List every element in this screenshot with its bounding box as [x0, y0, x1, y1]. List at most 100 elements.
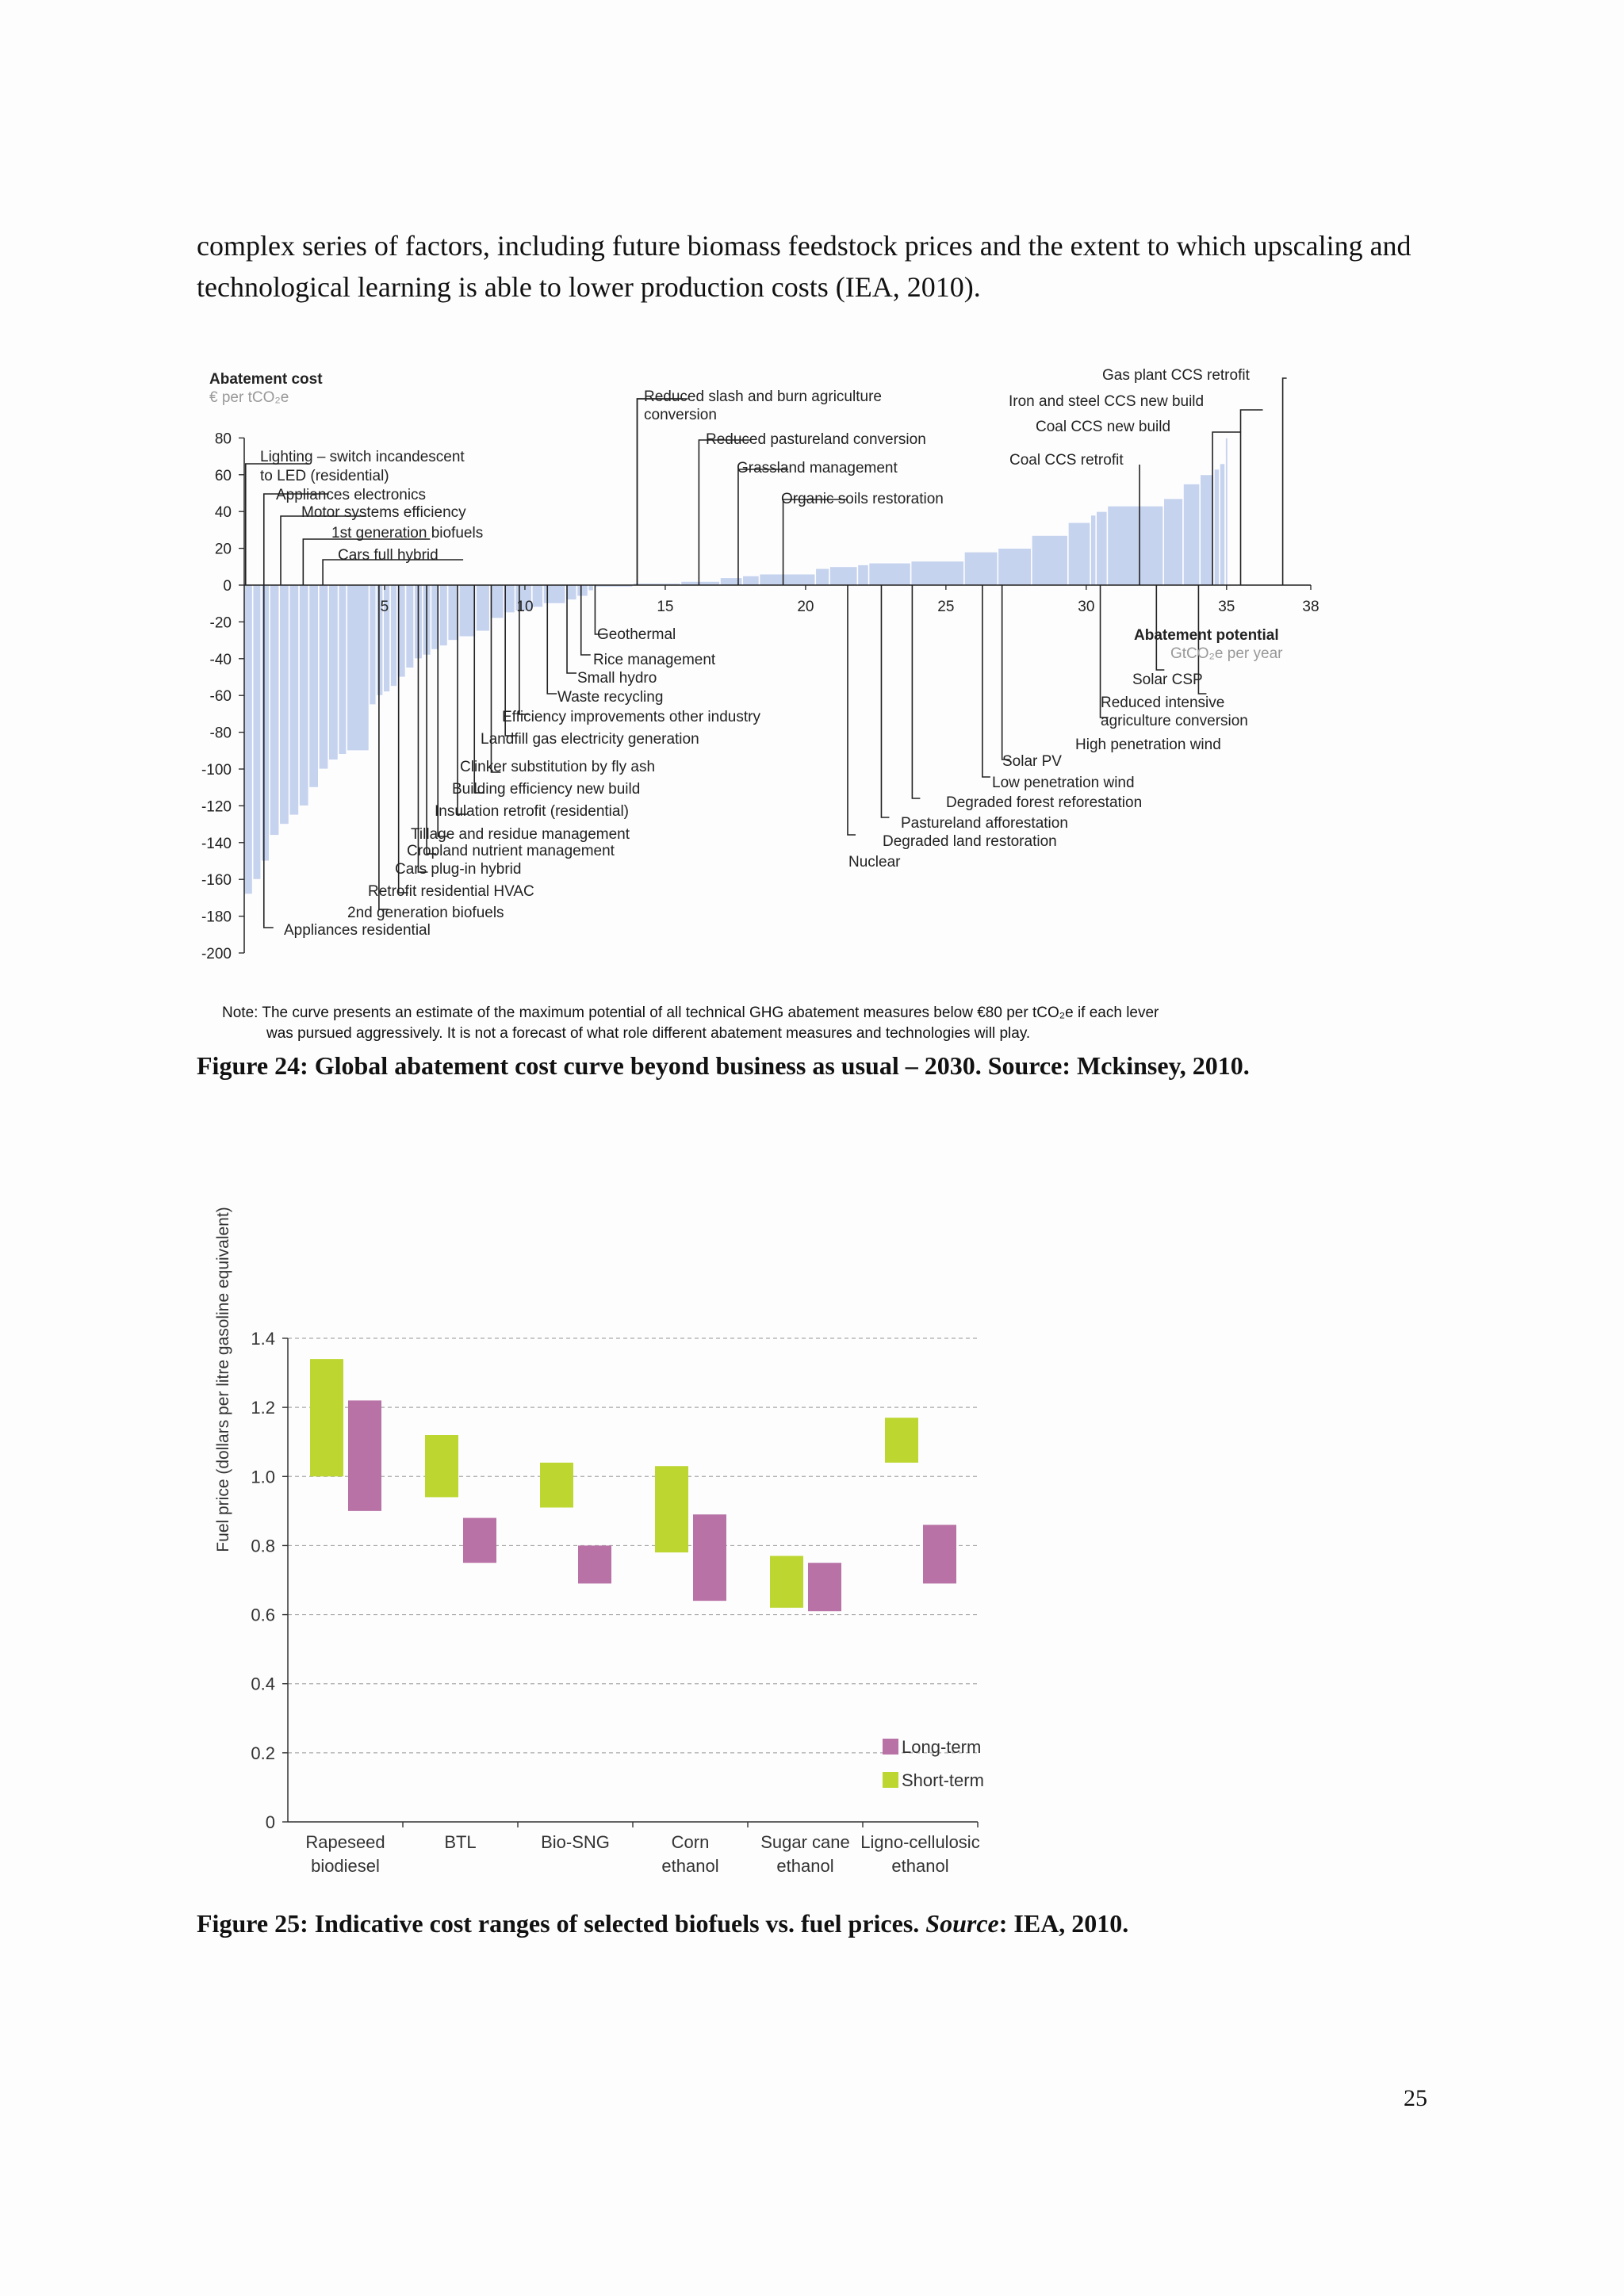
leader-line-29: [1155, 585, 1165, 671]
leader-line-3: [302, 538, 431, 585]
figure-25-caption: Figure 25: Indicative cost ranges of sel…: [197, 1909, 1128, 1938]
curve-label-bottom-12: Retrofit residential HVAC: [368, 883, 534, 900]
leader-line-23: [437, 585, 448, 837]
category-label-5-1: ethanol: [891, 1856, 948, 1876]
curve-label-bottom-8: Insulation retrofit (residential): [435, 803, 629, 820]
range-bar-short-term-4: [770, 1556, 803, 1608]
y-axis-title: Abatement cost: [209, 371, 323, 388]
leader-line-1: [262, 493, 329, 585]
curve-label-bottom-24: Nuclear: [848, 854, 901, 871]
leader-line-25: [417, 585, 428, 873]
curve-bar-46: [1031, 534, 1068, 586]
curve-bar-5: [289, 584, 300, 816]
y-tick-label-3: 0.6: [251, 1605, 275, 1625]
curve-bar-12: [369, 584, 377, 706]
curve-label-top-4: 1st generation biofuels: [331, 525, 483, 541]
curve-label-top-0: Lighting – switch incandescent: [260, 449, 465, 465]
curve-bar-6: [299, 584, 309, 806]
y-tick-label-1: 0.2: [251, 1743, 275, 1763]
y-tick-label--60: -60: [210, 688, 232, 705]
curve-bar-56: [1225, 438, 1228, 586]
y-tick-label--160: -160: [201, 872, 232, 889]
curve-bar-23: [458, 584, 477, 637]
leader-line-12: [1212, 431, 1241, 585]
curve-label-top-6: Reduced slash and burn agriculture: [644, 388, 882, 405]
curve-label-top-14: Coal CCS retrofit: [1009, 452, 1124, 469]
range-bar-short-term-2: [540, 1462, 573, 1508]
y-tick-label-40: 40: [215, 504, 232, 521]
y-tick-label--180: -180: [201, 909, 232, 926]
category-label-2-0: Bio-SNG: [541, 1832, 610, 1852]
curve-bar-52: [1182, 483, 1201, 586]
leader-line-35: [880, 585, 890, 818]
leader-line-7: [698, 439, 751, 585]
range-bar-short-term-3: [655, 1466, 688, 1553]
curve-bar-37: [742, 575, 760, 586]
curve-bar-50: [1107, 505, 1164, 586]
curve-label-bottom-19: Solar PV: [1002, 753, 1062, 770]
curve-bar-41: [857, 564, 869, 586]
curve-label-bottom-10: Cropland nutrient management: [407, 843, 615, 859]
leader-line-6: [636, 398, 688, 585]
range-bar-long-term-0: [348, 1400, 381, 1511]
curve-bar-2: [261, 584, 270, 862]
figure-24-caption: Figure 24: Global abatement cost curve b…: [197, 1051, 1250, 1080]
x-axis-title: Abatement potential: [1134, 627, 1279, 644]
y-tick-label-20: 20: [215, 541, 232, 558]
range-bar-short-term-0: [310, 1359, 343, 1477]
category-label-0-0: Rapeseed: [305, 1832, 385, 1852]
page-number: 25: [1404, 2085, 1427, 2111]
leader-line-30: [1197, 585, 1207, 695]
curve-label-top-7: conversion: [644, 407, 717, 423]
legend-label-long-term: Long-term: [902, 1737, 981, 1757]
note-line-1: Note: The curve presents an estimate of …: [222, 1004, 1159, 1021]
y-tick-label-0: 0: [223, 578, 232, 595]
range-bar-long-term-2: [578, 1545, 611, 1584]
range-bar-long-term-1: [463, 1517, 496, 1563]
curve-bar-17: [405, 584, 415, 668]
leader-line-0: [244, 463, 309, 585]
curve-label-bottom-0: Geothermal: [597, 626, 676, 643]
curve-label-top-5: Cars full hybrid: [338, 547, 439, 564]
y-tick-label--120: -120: [201, 798, 232, 815]
y-tick-label-7: 1.4: [251, 1329, 275, 1349]
curve-bar-47: [1067, 522, 1091, 586]
leader-line-24: [426, 585, 437, 855]
leader-line-2: [280, 515, 367, 585]
curve-bar-0: [244, 584, 253, 895]
curve-bar-39: [815, 568, 829, 586]
body-paragraph: complex series of factors, including fut…: [197, 230, 1411, 303]
y-tick-label-4: 0.8: [251, 1536, 275, 1556]
leader-line-11: [1239, 409, 1263, 585]
y-tick-label-60: 60: [215, 468, 232, 484]
leader-line-14: [594, 585, 605, 635]
category-label-3-1: ethanol: [661, 1856, 718, 1876]
leader-line-22: [457, 585, 467, 815]
note-line-2: was pursued aggressively. It is not a fo…: [266, 1025, 1031, 1042]
leader-line-18: [519, 585, 529, 715]
curve-bar-32: [588, 584, 594, 591]
legend-label-short-term: Short-term: [902, 1770, 984, 1790]
leader-line-9: [782, 499, 847, 585]
curve-bar-1: [252, 584, 262, 880]
range-bar-long-term-4: [808, 1563, 841, 1612]
curve-label-top-3: Motor systems efficiency: [301, 504, 466, 521]
leader-line-26: [397, 585, 408, 894]
y-tick-label-2: 0.4: [251, 1674, 275, 1694]
biofuel-cost-range-chart: 0 0.2 0.4 0.6 0.8 1.0 1.2 1.4 Rapeseed biodiesel B…: [214, 1207, 984, 1876]
curve-label-bottom-4: Efficiency improvements other industry: [502, 709, 760, 725]
curve-bar-10: [338, 584, 347, 755]
curve-label-top-12: Iron and steel CCS new build: [1009, 393, 1204, 410]
curve-bar-21: [439, 584, 448, 646]
y-tick-label--40: -40: [210, 652, 232, 668]
curve-bar-48: [1090, 515, 1097, 586]
leader-line-32: [1001, 585, 1010, 760]
curve-bar-51: [1163, 498, 1183, 586]
curve-label-bottom-21: Degraded forest reforestation: [946, 794, 1142, 811]
curve-label-top-8: Reduced pastureland conversion: [706, 431, 926, 448]
curve-bar-9: [328, 584, 339, 760]
curve-label-bottom-15: Solar CSP: [1132, 672, 1203, 688]
curve-bar-38: [759, 573, 816, 586]
curve-label-bottom-17: agriculture conversion: [1101, 713, 1248, 729]
abatement-cost-curve-chart: 80 60 40 20 0 -20 -40 -60 -80 -100 -120 -140 -160 -18…: [201, 367, 1320, 962]
